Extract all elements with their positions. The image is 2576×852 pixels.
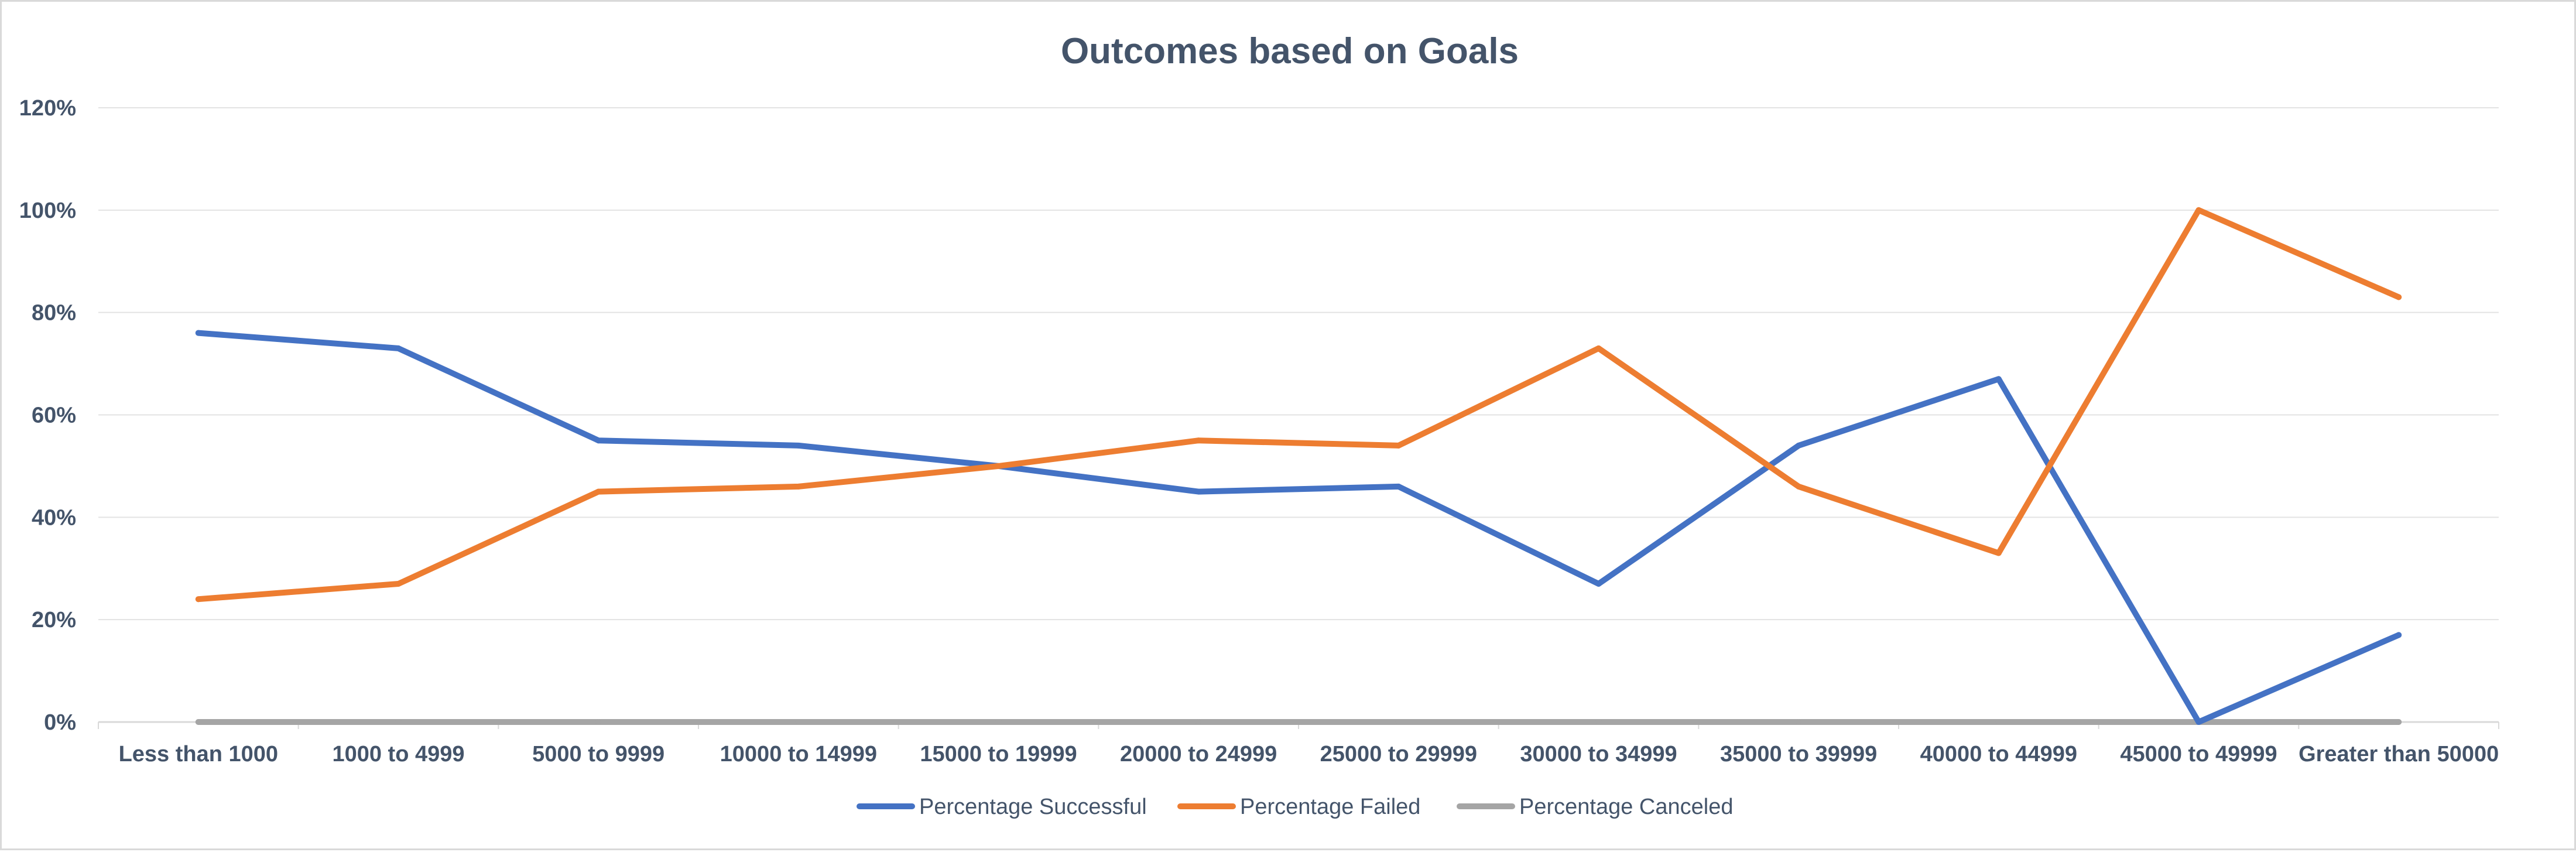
y-tick-label: 40% [32,505,76,530]
data-point [195,719,201,725]
data-point [1595,345,1602,351]
data-point [1195,437,1202,444]
data-point [795,442,801,449]
data-point [395,345,402,351]
x-axis-ticks: Less than 1000 1000 to 4999 5000 to 9999 10… [98,722,2499,767]
data-point [1195,719,1202,725]
series-line-percentage-failed [195,207,2402,603]
legend-item: Percentage Failed [1177,795,1420,819]
data-point [795,483,801,490]
legend-item: Percentage Successful [857,795,1147,819]
x-tick-label: 40000 to 44999 [1920,742,2077,767]
data-point [595,488,602,495]
legend: Percentage Successful Percentage Failed Pe… [857,795,1733,819]
data-point [1195,488,1202,495]
x-tick-label: 20000 to 24999 [1120,742,1277,767]
y-tick-label: 80% [32,301,76,326]
legend-label: Percentage Successful [919,795,1147,819]
data-point [2396,719,2402,725]
data-point [795,719,801,725]
data-point [1595,580,1602,587]
gridlines [98,107,2499,723]
data-point [995,463,1002,469]
data-point [2396,632,2402,638]
legend-item: Percentage Canceled [1457,795,1733,819]
data-point [1995,376,2002,382]
legend-label: Percentage Canceled [1519,795,1733,819]
series-line-percentage-successful [195,330,2402,725]
data-point [995,719,1002,725]
data-point [1395,442,1402,449]
data-point [1796,719,1802,725]
y-axis-ticks: 0% 20% 40% 60% 80% 100% 120% [19,96,76,735]
y-tick-label: 120% [19,96,76,121]
data-point [2396,294,2402,300]
x-tick-label: 35000 to 39999 [1720,742,1877,767]
data-point [1395,483,1402,490]
x-tick-label: 25000 to 29999 [1320,742,1477,767]
data-point [395,580,402,587]
data-point [195,330,201,336]
x-tick-label: 30000 to 34999 [1520,742,1677,767]
y-tick-label: 60% [32,403,76,428]
data-point [1796,442,1802,449]
data-point [2195,719,2202,725]
data-point [595,437,602,444]
y-tick-label: 100% [19,199,76,223]
x-tick-label: 15000 to 19999 [920,742,1077,767]
x-tick-label: 5000 to 9999 [532,742,664,767]
x-tick-label: 45000 to 49999 [2120,742,2277,767]
y-tick-label: 20% [32,608,76,632]
x-tick-label: Less than 1000 [119,742,278,767]
data-point [1595,719,1602,725]
y-tick-label: 0% [44,710,76,735]
data-point [595,719,602,725]
data-point [395,719,402,725]
series-lines [195,207,2402,725]
data-point [1395,719,1402,725]
x-tick-label: Greater than 50000 [2298,742,2499,767]
x-tick-label: 1000 to 4999 [332,742,464,767]
chart-title: Outcomes based on Goals [1061,31,1519,71]
data-point [195,596,201,603]
x-tick-label: 10000 to 14999 [720,742,877,767]
data-point [1796,483,1802,490]
data-point [1995,719,2002,725]
data-point [2195,207,2202,213]
data-point [1995,550,2002,556]
legend-label: Percentage Failed [1240,795,1420,819]
